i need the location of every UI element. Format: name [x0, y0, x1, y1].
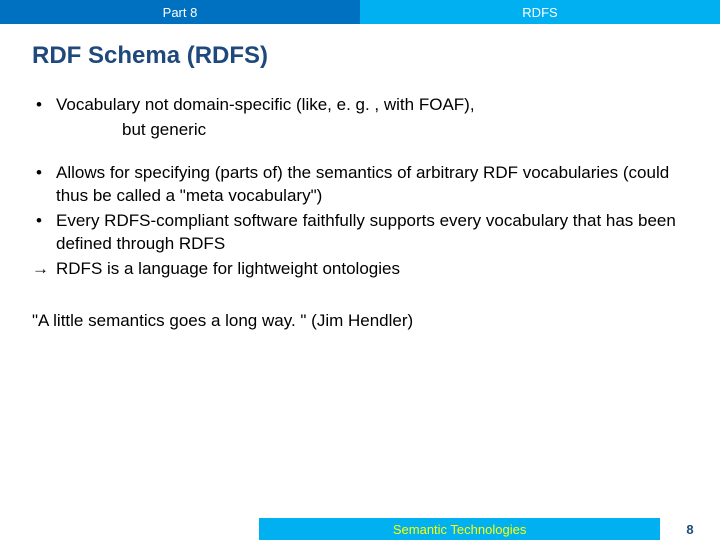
bullet-text-cont: but generic	[32, 119, 688, 142]
header-right: RDFS	[360, 0, 720, 24]
bullet-group-2: • Allows for specifying (parts of) the s…	[32, 162, 688, 281]
bullet-marker: •	[32, 210, 56, 256]
quote-text: "A little semantics goes a long way. " (…	[0, 283, 720, 331]
bullet-item-3: • Every RDFS-compliant software faithful…	[32, 210, 688, 256]
footer-page-number: 8	[660, 518, 720, 540]
header-left: Part 8	[0, 0, 360, 24]
footer-center-text: Semantic Technologies	[393, 522, 526, 537]
bullet-text: Vocabulary not domain-specific (like, e.…	[56, 94, 688, 117]
arrow-text: RDFS is a language for lightweight ontol…	[56, 258, 688, 281]
arrow-item: → RDFS is a language for lightweight ont…	[32, 258, 688, 281]
slide-title: RDF Schema (RDFS)	[0, 24, 720, 70]
slide-footer: Semantic Technologies 8	[0, 518, 720, 540]
slide-header: Part 8 RDFS	[0, 0, 720, 24]
header-left-text: Part 8	[163, 5, 198, 20]
bullet-marker: •	[32, 94, 56, 117]
bullet-item-1: • Vocabulary not domain-specific (like, …	[32, 94, 688, 142]
header-right-text: RDFS	[522, 5, 557, 20]
footer-center: Semantic Technologies	[259, 518, 660, 540]
slide-content: • Vocabulary not domain-specific (like, …	[0, 70, 720, 281]
bullet-text: Allows for specifying (parts of) the sem…	[56, 162, 688, 208]
bullet-item-2: • Allows for specifying (parts of) the s…	[32, 162, 688, 208]
footer-left-spacer	[0, 518, 259, 540]
bullet-text: Every RDFS-compliant software faithfully…	[56, 210, 688, 256]
arrow-icon: →	[32, 258, 56, 281]
bullet-marker: •	[32, 162, 56, 208]
